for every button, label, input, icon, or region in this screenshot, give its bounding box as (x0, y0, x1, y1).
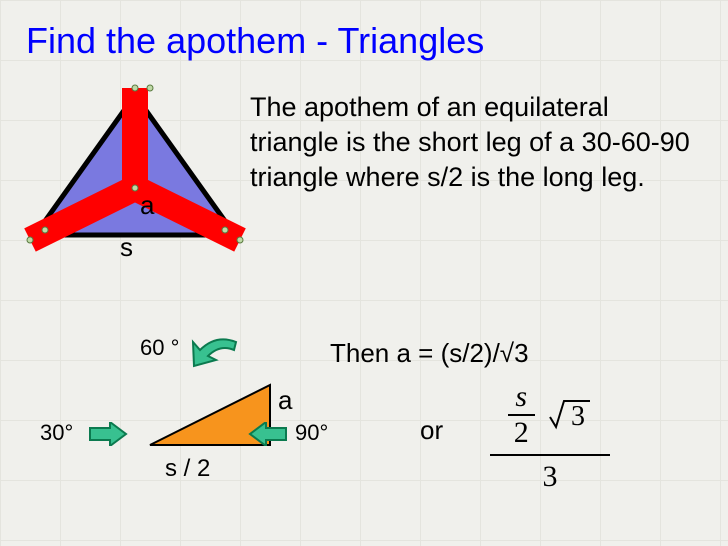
page-title: Find the apothem - Triangles (26, 20, 484, 62)
sqrt-3: 3 (548, 397, 592, 433)
svg-text:3: 3 (571, 401, 585, 431)
arrow-60-icon (190, 336, 244, 372)
formula-simple: Then a = (s/2)/√3 (330, 338, 529, 369)
label-apothem-2: a (278, 385, 292, 416)
arrow-30-icon (88, 422, 128, 446)
explanation-text: The apothem of an equilateral triangle i… (250, 90, 700, 195)
angle-90-label: 90° (295, 420, 328, 446)
frac-3: 3 (490, 456, 610, 494)
frac-2: 2 (508, 416, 535, 450)
formula-fraction: s 2 3 3 (490, 380, 610, 494)
angle-30-label: 30° (40, 420, 73, 446)
frac-s: s (515, 380, 527, 413)
angle-60-label: 60 ° (140, 335, 179, 361)
label-side: s (120, 232, 133, 263)
arrow-90-icon (248, 422, 288, 446)
equilateral-triangle-diagram (20, 80, 250, 270)
label-apothem: a (140, 190, 154, 221)
label-half-side: s / 2 (165, 455, 210, 483)
formula-or-label: or (420, 415, 443, 446)
